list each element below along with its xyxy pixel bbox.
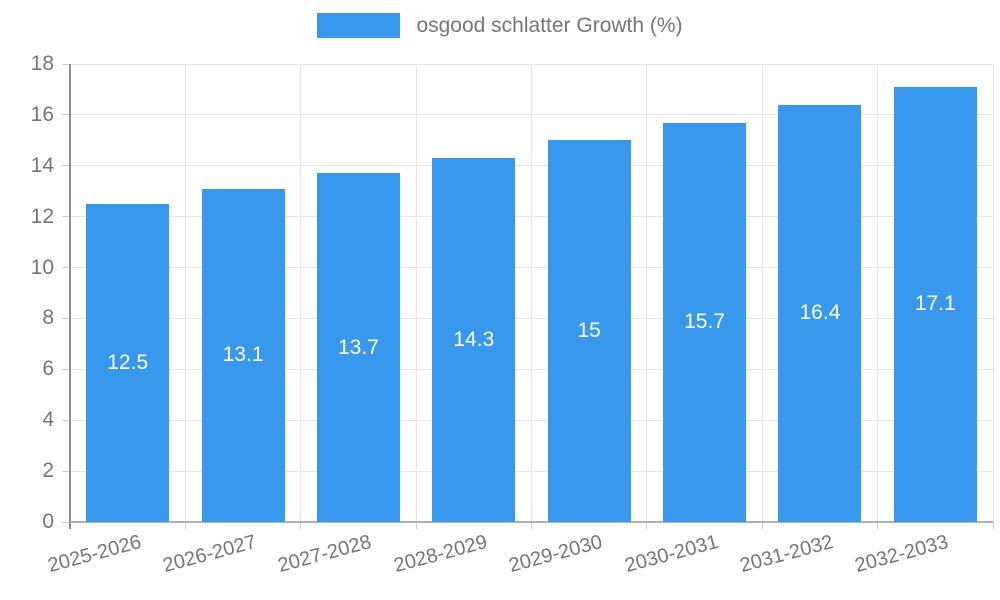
y-axis-tick xyxy=(62,470,70,472)
x-axis-tick xyxy=(992,522,994,529)
bar xyxy=(316,173,400,522)
x-axis-tick xyxy=(646,522,648,529)
x-axis-tick xyxy=(300,522,302,529)
y-axis-label: 18 xyxy=(30,52,54,75)
x-axis-tick xyxy=(877,522,879,529)
bar xyxy=(893,86,977,522)
bar xyxy=(547,140,631,522)
y-axis-line xyxy=(69,64,71,529)
y-axis-label: 10 xyxy=(30,255,54,279)
gridline-vertical xyxy=(300,64,302,522)
x-axis-tick xyxy=(415,522,417,529)
y-axis-tick xyxy=(62,114,70,116)
bar xyxy=(86,203,170,522)
y-axis-label: 6 xyxy=(42,357,54,381)
y-axis-tick xyxy=(62,63,70,65)
y-axis-label: 12 xyxy=(30,204,54,228)
bar-value-label: 13.1 xyxy=(222,343,264,367)
x-axis-line xyxy=(70,521,993,523)
y-axis-tick xyxy=(62,419,70,421)
legend-label: osgood schlatter Growth (%) xyxy=(416,14,683,37)
gridline-vertical xyxy=(646,64,648,522)
legend[interactable]: osgood schlatter Growth (%) xyxy=(0,13,1000,38)
y-axis-tick xyxy=(62,165,70,167)
y-axis-tick xyxy=(62,267,70,269)
bar-value-label: 17.1 xyxy=(914,292,956,316)
legend-swatch xyxy=(317,13,401,38)
y-axis-label: 14 xyxy=(30,153,54,177)
gridline-vertical xyxy=(992,64,994,522)
bar-value-label: 12.5 xyxy=(107,350,149,374)
y-axis-label: 0 xyxy=(42,510,54,533)
y-axis-label: 4 xyxy=(42,408,54,432)
y-axis-tick xyxy=(62,216,70,218)
gridline-vertical xyxy=(877,64,879,522)
gridline-vertical xyxy=(531,64,532,522)
x-axis-tick xyxy=(531,522,532,529)
y-axis-tick xyxy=(62,368,70,370)
y-axis-label: 2 xyxy=(42,459,54,483)
bar xyxy=(663,122,747,522)
bar-value-label: 13.7 xyxy=(338,335,379,359)
gridline-vertical xyxy=(761,64,763,522)
y-axis-label: 16 xyxy=(30,102,54,126)
bar-value-label: 15.7 xyxy=(684,310,725,334)
bar-value-label: 15 xyxy=(577,319,601,343)
gridline-vertical xyxy=(184,64,186,522)
bar-value-label: 16.4 xyxy=(799,301,841,325)
gridline-vertical xyxy=(415,64,417,522)
y-axis-tick xyxy=(62,521,70,523)
x-axis-tick xyxy=(761,522,763,529)
y-axis-tick xyxy=(62,317,70,319)
bar xyxy=(201,188,285,522)
bar-value-label: 14.3 xyxy=(453,328,495,352)
bar xyxy=(778,104,862,522)
y-axis-label: 8 xyxy=(42,306,54,330)
x-axis-tick xyxy=(184,522,186,529)
bar xyxy=(432,158,516,522)
